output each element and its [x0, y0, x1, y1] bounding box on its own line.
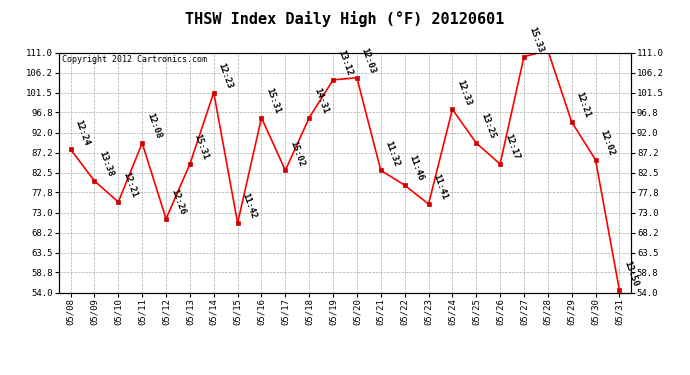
Text: Copyright 2012 Cartronics.com: Copyright 2012 Cartronics.com [61, 55, 206, 64]
Text: 12:17: 12:17 [503, 133, 520, 161]
Text: 11:41: 11:41 [431, 173, 449, 201]
Text: 12:23: 12:23 [217, 62, 234, 90]
Text: 13:50: 13:50 [622, 259, 640, 288]
Text: 12:33: 12:33 [455, 78, 473, 106]
Text: 12:21: 12:21 [121, 171, 139, 199]
Text: 11:46: 11:46 [407, 154, 425, 182]
Text: 12:26: 12:26 [169, 188, 186, 216]
Text: 11:32: 11:32 [384, 139, 401, 168]
Text: 12:02: 12:02 [598, 129, 616, 157]
Text: 13:38: 13:38 [97, 150, 115, 178]
Text: 15:02: 15:02 [288, 139, 306, 168]
Text: 12:03: 12:03 [359, 46, 377, 75]
Text: 12:24: 12:24 [73, 118, 91, 147]
Text: 13:12: 13:12 [336, 49, 353, 77]
Text: 11:47: 11:47 [0, 374, 1, 375]
Text: 11:42: 11:42 [240, 192, 258, 220]
Text: 14:31: 14:31 [312, 87, 330, 115]
Text: 15:33: 15:33 [526, 26, 544, 54]
Text: 12:08: 12:08 [145, 112, 163, 140]
Text: THSW Index Daily High (°F) 20120601: THSW Index Daily High (°F) 20120601 [186, 11, 504, 27]
Text: 13:25: 13:25 [479, 112, 497, 140]
Text: 12:21: 12:21 [575, 91, 592, 119]
Text: 15:31: 15:31 [193, 133, 210, 161]
Text: 15:31: 15:31 [264, 87, 282, 115]
